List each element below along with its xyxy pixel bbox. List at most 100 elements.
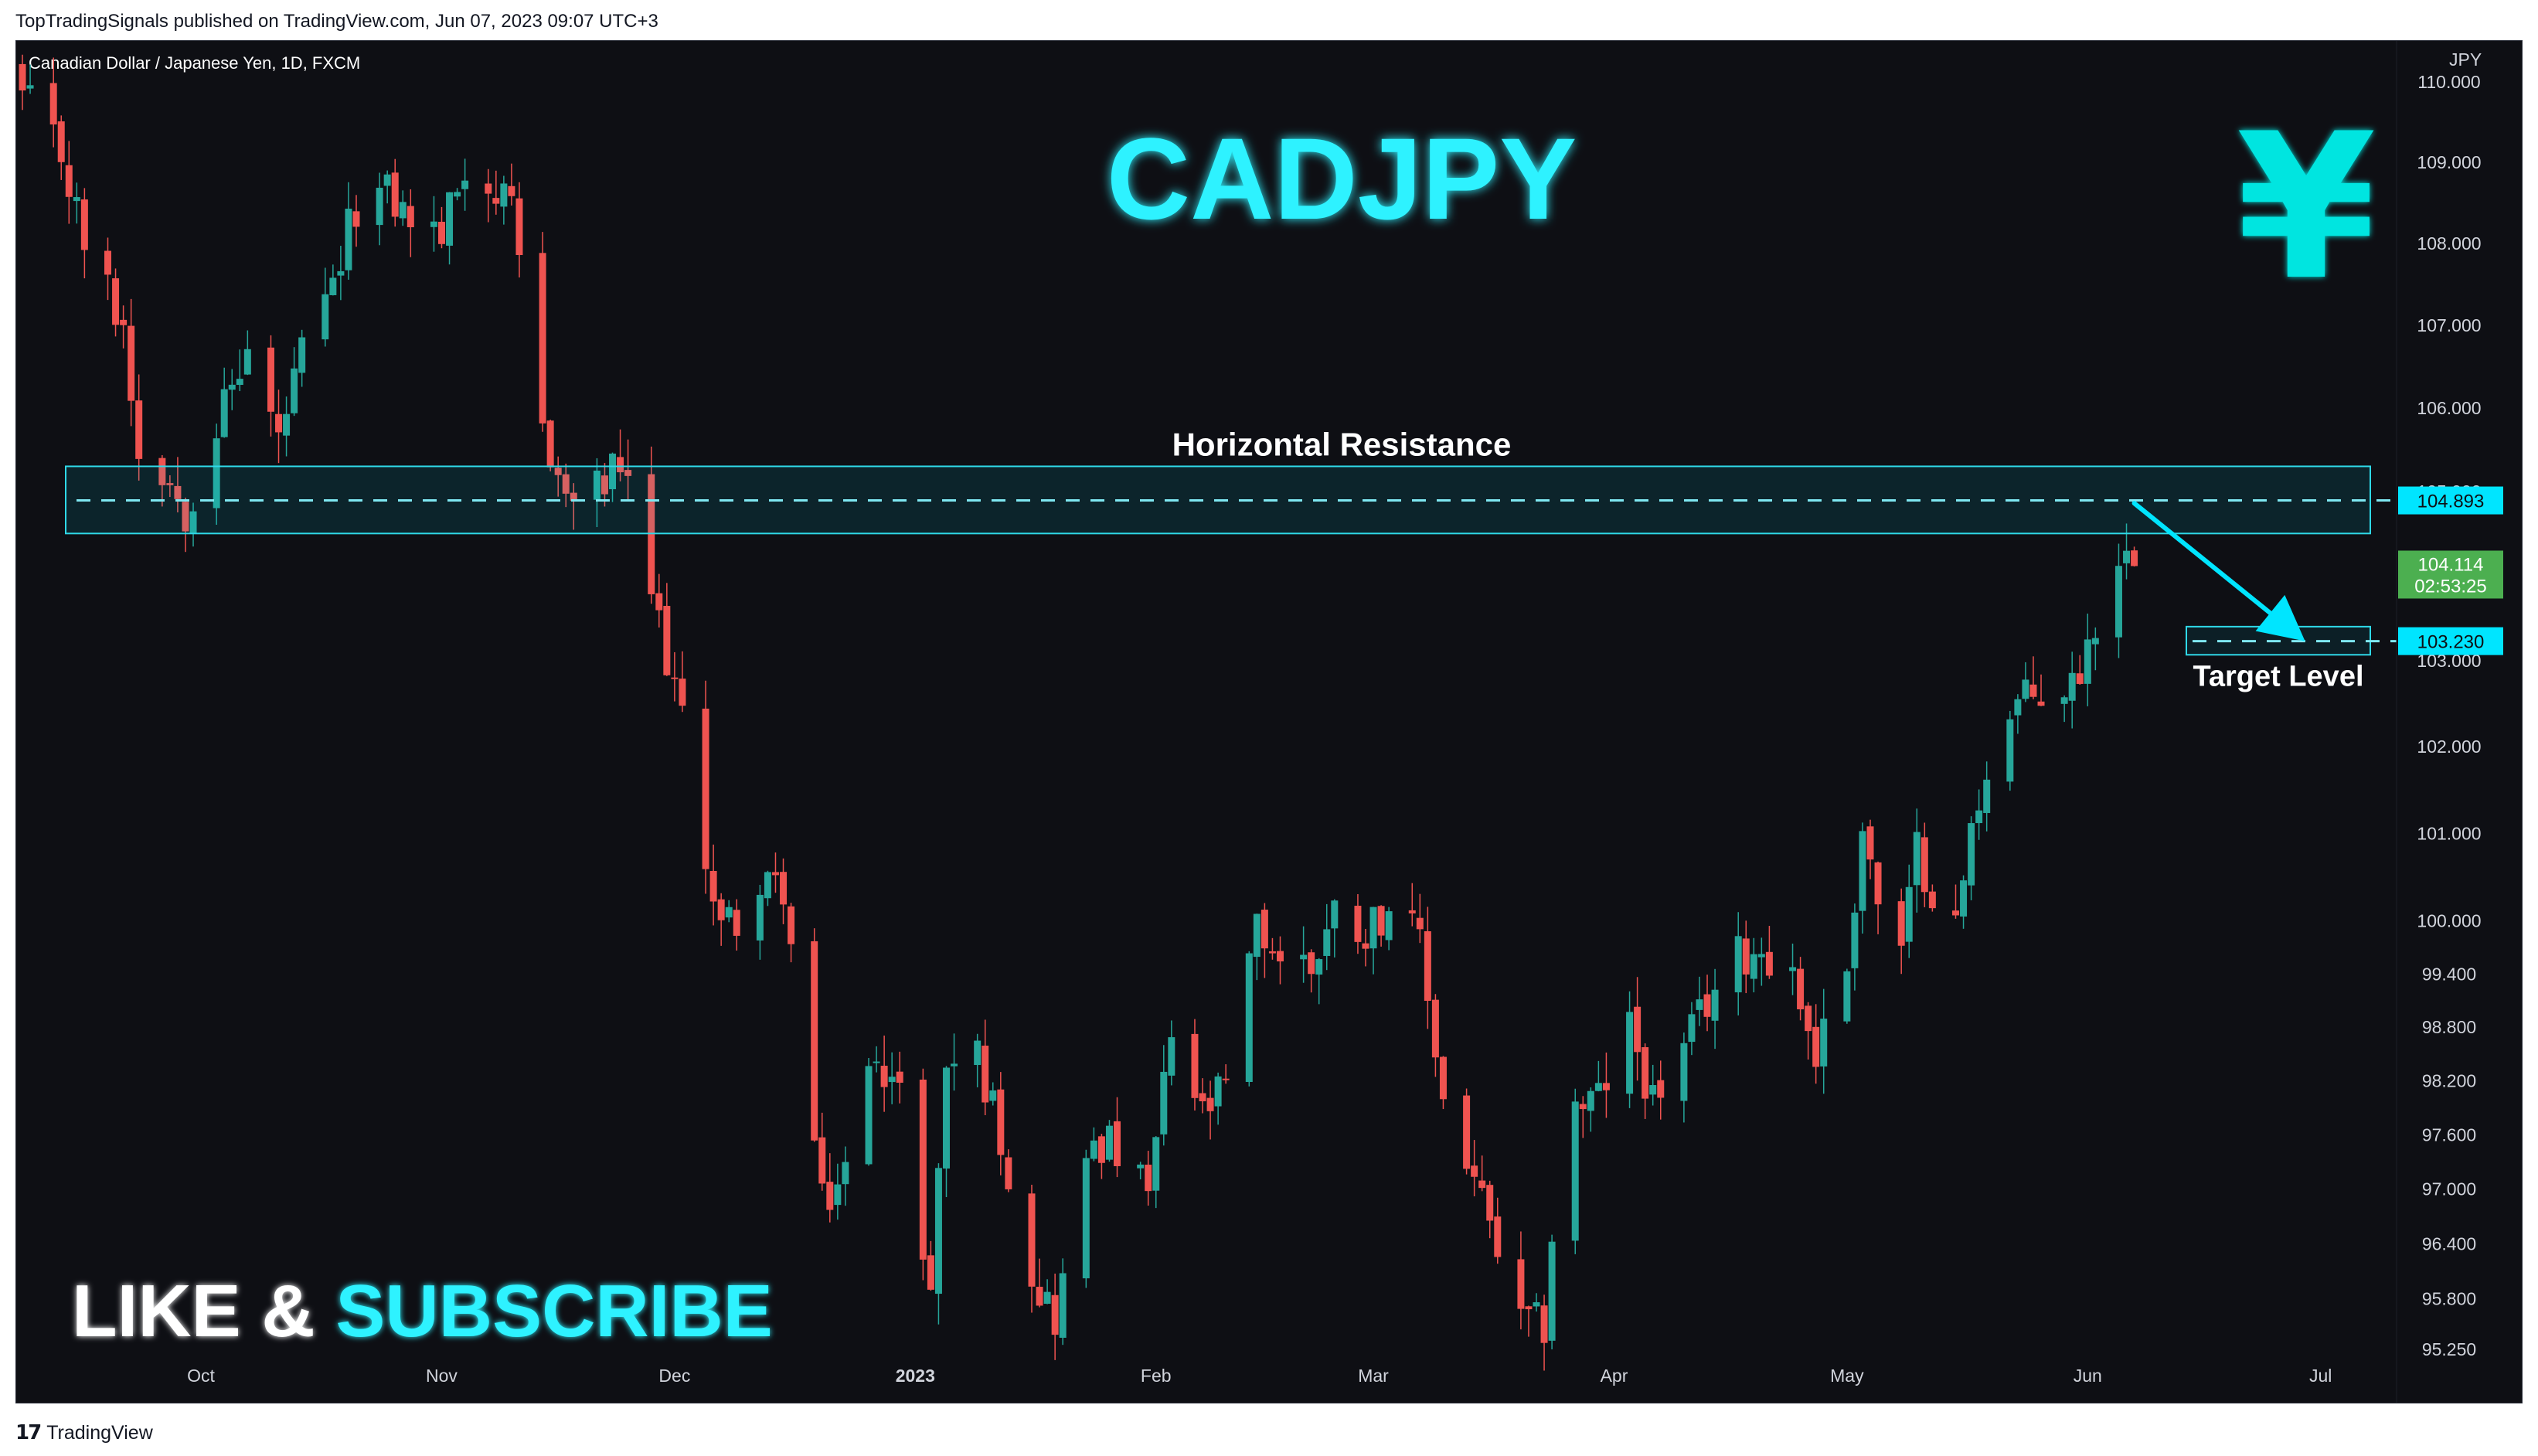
candle-body	[1005, 1157, 1012, 1189]
candle-body	[337, 270, 345, 276]
candle-body	[345, 209, 352, 270]
candle-body	[1750, 954, 1757, 979]
promo-text: LIKE & SUBSCRIBE	[72, 1270, 773, 1352]
candle-body	[1431, 999, 1439, 1058]
time-tick-label: Jun	[2074, 1366, 2102, 1386]
candle-body	[1105, 1125, 1113, 1160]
candle-body	[725, 907, 733, 918]
price-tick-label: 97.000	[2422, 1179, 2476, 1199]
time-tick-label: Oct	[187, 1366, 215, 1386]
resistance-price-badge: 104.893	[2398, 486, 2503, 515]
candle-body	[1913, 832, 1921, 886]
candle-body	[446, 192, 454, 246]
time-tick-label: Apr	[1601, 1366, 1628, 1386]
candle-body	[2068, 672, 2076, 701]
candle-body	[1866, 826, 1874, 860]
price-axis[interactable]: JPY 110.000 109.000 108.000 107.000 106.000 1…	[2417, 49, 2482, 1359]
promo-like: LIKE &	[72, 1270, 335, 1352]
candle-body	[1805, 1005, 1812, 1032]
candle-body	[2006, 719, 2014, 782]
candle-body	[2037, 701, 2045, 706]
candle-body	[942, 1067, 950, 1169]
svg-text:103.230: 103.230	[2417, 632, 2485, 653]
candle-body	[1634, 1006, 1642, 1053]
price-tick-label: 109.000	[2417, 152, 2481, 172]
candle-body	[1308, 952, 1315, 975]
time-axis[interactable]: Oct Nov Dec 2023 Feb Mar Apr May Jun Jul	[187, 1366, 2332, 1386]
candle-body	[213, 438, 220, 509]
candle-body	[2060, 697, 2068, 704]
candle-body	[788, 906, 795, 944]
candle-body	[1975, 810, 1983, 824]
candle-body	[243, 349, 251, 375]
candle-body	[57, 121, 65, 162]
candle-body	[873, 1061, 880, 1063]
candle-body	[1540, 1305, 1548, 1343]
candle-body	[135, 400, 143, 459]
candlestick-chart[interactable]: Canadian Dollar / Japanese Yen, 1D, FXCM…	[16, 41, 2523, 1403]
candles-layer	[19, 54, 2138, 1371]
candle-body	[934, 1168, 942, 1294]
candle-body	[600, 475, 608, 495]
candle-body	[709, 870, 717, 902]
candle-body	[104, 250, 112, 275]
candle-body	[437, 221, 445, 244]
candle-body	[679, 679, 686, 706]
candle-body	[554, 468, 562, 475]
svg-text:104.893: 104.893	[2417, 492, 2485, 512]
promo-subscribe: SUBSCRIBE	[335, 1270, 772, 1352]
price-tick-label: 96.400	[2422, 1233, 2476, 1254]
time-tick-label: May	[1830, 1366, 1864, 1386]
time-tick-label: Mar	[1358, 1366, 1389, 1386]
candle-body	[756, 894, 764, 941]
candle-body	[1789, 967, 1797, 971]
candle-body	[1680, 1043, 1688, 1101]
candle-body	[1587, 1090, 1594, 1111]
candle-body	[702, 708, 709, 869]
candle-body	[1859, 831, 1866, 911]
candle-body	[2123, 550, 2131, 563]
candle-body	[2014, 699, 2022, 716]
candle-body	[2114, 566, 2122, 638]
time-tick-label: Feb	[1141, 1366, 1172, 1386]
candle-body	[1090, 1140, 1097, 1159]
candle-body	[842, 1162, 849, 1185]
candle-body	[430, 221, 437, 227]
candle-body	[461, 180, 469, 189]
candle-body	[1928, 891, 1936, 909]
candle-body	[1517, 1259, 1525, 1309]
chart-frame: Canadian Dollar / Japanese Yen, 1D, FXCM…	[15, 40, 2523, 1403]
candle-body	[811, 941, 818, 1141]
candle-body	[1214, 1076, 1222, 1107]
candle-body	[329, 277, 337, 295]
tradingview-brand: TradingView	[46, 1421, 153, 1444]
candle-body	[298, 337, 306, 373]
candle-body	[1137, 1164, 1145, 1169]
candle-body	[1082, 1158, 1090, 1279]
tradingview-logo-icon: 17	[15, 1421, 42, 1444]
candle-body	[1820, 1019, 1828, 1066]
price-tick-label: 110.000	[2417, 72, 2480, 92]
price-tick-label: 107.000	[2417, 315, 2481, 335]
candle-body	[671, 677, 679, 679]
candle-body	[2091, 638, 2099, 645]
candle-body	[617, 457, 624, 473]
candle-body	[1812, 1026, 1820, 1067]
candle-body	[275, 413, 283, 433]
candle-body	[1362, 943, 1369, 949]
candle-body	[399, 202, 407, 219]
candle-body	[1657, 1080, 1665, 1098]
candle-body	[609, 453, 617, 490]
candle-body	[733, 910, 740, 936]
candle-body	[818, 1137, 826, 1184]
candle-body	[1696, 999, 1703, 1010]
candle-body	[1952, 910, 1960, 916]
price-tick-label: 106.000	[2417, 398, 2481, 418]
candle-body	[1245, 953, 1253, 1083]
candle-body	[546, 420, 554, 468]
candle-body	[1983, 779, 1991, 814]
candle-body	[1199, 1093, 1206, 1102]
candle-body	[182, 502, 189, 532]
candle-body	[1051, 1294, 1059, 1335]
candle-body	[515, 198, 523, 255]
